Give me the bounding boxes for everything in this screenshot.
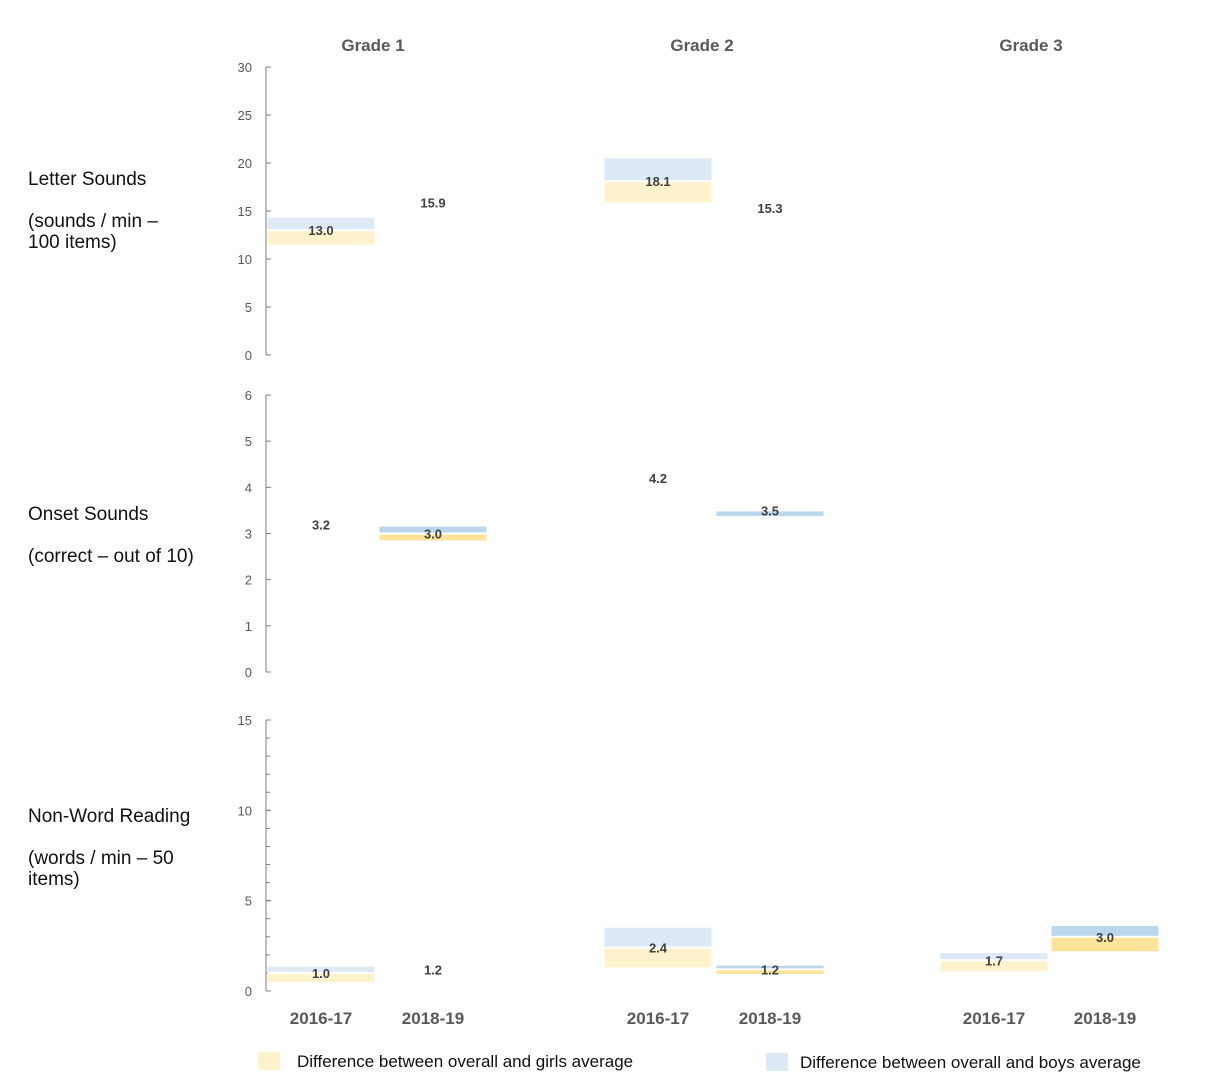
period-label: 2018-19 [739,1009,801,1028]
value-label: 1.2 [761,962,779,977]
value-label: 4.2 [649,471,667,486]
value-label: 3.0 [1096,930,1114,945]
panel: 0 1 2 3 4 5 6 Onset Sounds (correct – out of 10)… [28,388,824,680]
row-label: Onset Sounds [28,504,148,525]
value-label: 15.3 [757,201,782,216]
row-label: Non-Word Reading [28,806,190,827]
boys-diff-bar [1051,925,1159,937]
period-label: 2016-17 [290,1009,352,1028]
row-label: items) [28,869,80,890]
row-label: (words / min – 50 [28,848,174,869]
y-tick-label: 0 [245,665,252,680]
legend-boys-swatch [766,1053,788,1071]
boys-diff-bar [940,953,1048,961]
legend-girls-label: Difference between overall and girls ave… [297,1052,633,1071]
period-label: 2016-17 [627,1009,689,1028]
period-label: 2018-19 [1074,1009,1136,1028]
y-tick-label: 10 [238,803,252,818]
girls-diff-bar [940,960,1048,972]
boys-diff-bar [379,526,487,534]
boys-diff-bar [716,965,824,970]
grade-header: Grade 3 [999,36,1062,55]
boys-diff-bar [604,927,712,948]
value-label: 15.9 [420,195,445,210]
overall-marker [267,971,375,974]
grade-header: Grade 2 [670,36,733,55]
y-tick-label: 5 [245,300,252,315]
boys-diff-bar [267,966,375,973]
y-tick-label: 0 [245,348,252,363]
value-label: 1.7 [985,953,1003,968]
period-label: 2018-19 [402,1009,464,1028]
y-tick-label: 25 [238,108,252,123]
value-label: 3.5 [761,503,779,518]
panel: 0 5 10 15 20 25 30 Letter Sounds (sounds / min –… [28,60,783,363]
overall-marker [1051,935,1159,938]
row-label: 100 items) [28,232,117,253]
y-tick-label: 1 [245,619,252,634]
y-tick-label: 4 [245,480,252,495]
y-tick-label: 15 [238,713,252,728]
value-label: 18.1 [645,174,670,189]
girls-diff-bar [267,972,375,982]
y-tick-label: 10 [238,252,252,267]
value-label: 3.2 [312,517,330,532]
row-label: (correct – out of 10) [28,546,194,567]
y-tick-label: 5 [245,434,252,449]
overall-marker [604,180,712,183]
boys-diff-bar [267,217,375,231]
value-label: 1.2 [424,962,442,977]
girls-diff-bar [267,230,375,245]
boys-diff-bar [716,510,824,516]
period-label: 2016-17 [963,1009,1025,1028]
girls-diff-bar [604,181,712,203]
legend-girls-swatch [258,1052,280,1070]
legend-boys-label: Difference between overall and boys aver… [800,1053,1141,1072]
y-tick-label: 20 [238,156,252,171]
value-label: 13.0 [308,223,333,238]
panel: 0 5 10 15 Non-Word Reading (words / min – 50i… [28,713,1159,999]
grade-header: Grade 1 [341,36,404,55]
boys-diff-bar [604,158,712,182]
overall-marker [379,532,487,535]
value-label: 3.0 [424,527,442,542]
girls-diff-bar [379,533,487,541]
y-tick-label: 2 [245,573,252,588]
value-label: 2.4 [649,941,668,956]
overall-marker [716,509,824,512]
y-tick-label: 3 [245,527,252,542]
y-tick-label: 15 [238,204,252,219]
girls-diff-bar [604,947,712,968]
row-label: (sounds / min – [28,211,158,232]
overall-marker [604,946,712,949]
overall-marker [940,959,1048,962]
y-tick-label: 6 [245,388,252,403]
overall-marker [267,229,375,232]
girls-diff-bar [1051,936,1159,952]
y-tick-label: 30 [238,60,252,75]
y-tick-label: 5 [245,894,252,909]
value-label: 1.0 [312,966,330,981]
row-label: Letter Sounds [28,169,146,190]
girls-diff-bar [716,969,824,974]
y-tick-label: 0 [245,984,252,999]
overall-marker [716,968,824,971]
